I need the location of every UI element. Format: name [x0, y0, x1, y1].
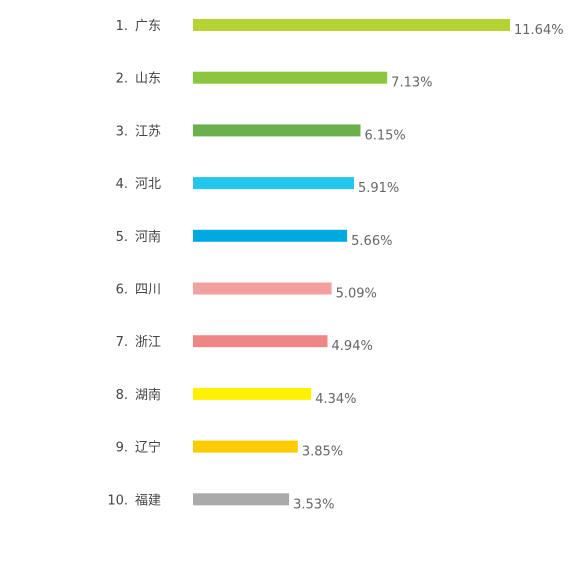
value-label: 11.64% [514, 23, 564, 38]
bar[interactable] [193, 282, 332, 295]
value-label: 4.94% [332, 339, 373, 354]
rank-label: 1. [116, 19, 128, 34]
bar[interactable] [193, 440, 298, 453]
value-label: 5.66% [351, 234, 392, 249]
rank-label: 7. [116, 335, 128, 350]
category-label: 广东 [135, 19, 161, 34]
rank-label: 10. [107, 493, 128, 508]
rank-label: 2. [116, 72, 128, 87]
category-label: 河南 [135, 229, 161, 245]
bar[interactable] [193, 19, 510, 31]
category-label: 福建 [135, 493, 161, 508]
value-label: 3.85% [302, 445, 343, 460]
value-label: 7.13% [391, 76, 432, 91]
bar[interactable] [193, 229, 348, 242]
bar[interactable] [193, 335, 328, 348]
value-label: 5.09% [336, 287, 377, 302]
bar[interactable] [193, 493, 290, 506]
category-label: 湖南 [135, 387, 161, 403]
category-label: 辽宁 [135, 440, 161, 456]
category-label: 江苏 [135, 123, 161, 139]
category-label: 河北 [135, 177, 161, 192]
rank-label: 5. [116, 230, 128, 245]
category-label: 浙江 [135, 335, 161, 350]
value-label: 6.15% [364, 128, 405, 143]
rank-label: 9. [116, 441, 128, 456]
rank-label: 6. [116, 283, 128, 298]
rank-label: 8. [116, 388, 128, 403]
bar[interactable] [193, 387, 312, 400]
category-label: 四川 [135, 283, 161, 298]
value-label: 5.91% [358, 181, 399, 196]
category-label: 山东 [135, 72, 161, 87]
value-label: 4.34% [315, 392, 356, 407]
bar[interactable] [193, 177, 354, 190]
value-label: 3.53% [293, 497, 334, 512]
rank-label: 3. [116, 124, 128, 139]
bar[interactable] [193, 124, 361, 137]
bar[interactable] [193, 71, 388, 84]
rank-label: 4. [116, 177, 128, 192]
